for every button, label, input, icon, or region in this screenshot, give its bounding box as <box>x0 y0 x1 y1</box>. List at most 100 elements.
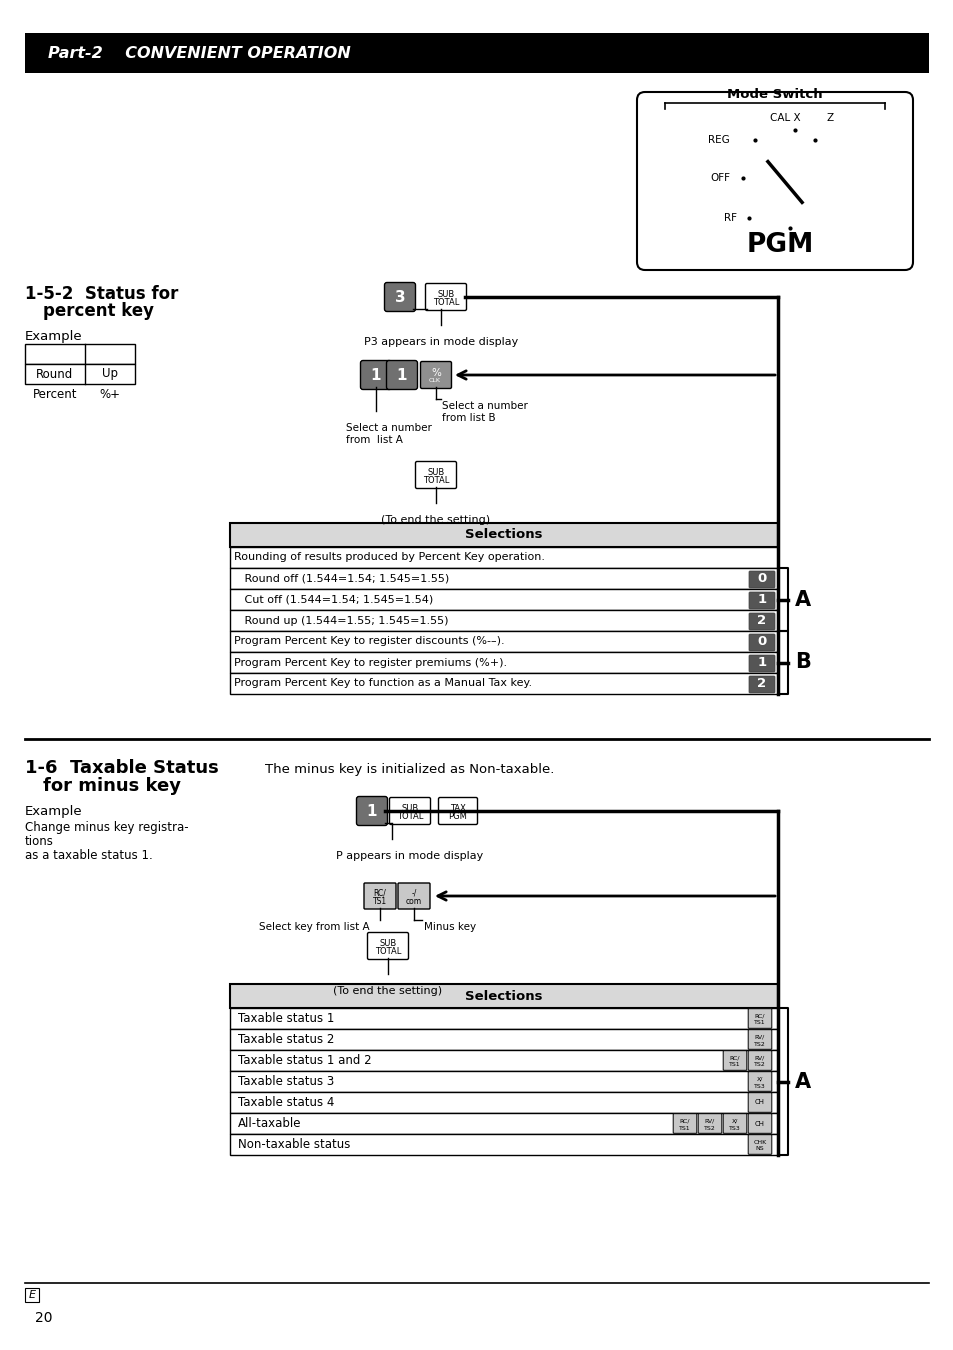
Text: SUB: SUB <box>427 467 444 477</box>
Text: P3 appears in mode display: P3 appears in mode display <box>363 338 517 347</box>
FancyBboxPatch shape <box>367 933 408 960</box>
Text: OFF: OFF <box>709 173 729 184</box>
Text: Z: Z <box>826 113 833 123</box>
Text: CH: CH <box>754 1120 764 1126</box>
Text: 2: 2 <box>757 614 766 626</box>
Text: TS2: TS2 <box>703 1126 715 1130</box>
Bar <box>25 364 135 383</box>
Text: RC/: RC/ <box>679 1119 690 1123</box>
FancyBboxPatch shape <box>747 1030 771 1049</box>
Text: 1: 1 <box>757 656 766 670</box>
Text: Round off (1.544=1.54; 1.545=1.55): Round off (1.544=1.54; 1.545=1.55) <box>233 574 449 583</box>
Text: Select key from list A: Select key from list A <box>259 922 370 931</box>
FancyBboxPatch shape <box>360 360 391 390</box>
Text: Program Percent Key to function as a Manual Tax key.: Program Percent Key to function as a Man… <box>233 679 532 688</box>
Text: 1: 1 <box>366 803 376 818</box>
Text: percent key: percent key <box>43 302 153 320</box>
Text: tions: tions <box>25 836 53 848</box>
Text: Program Percent Key to register premiums (%+).: Program Percent Key to register premiums… <box>233 657 507 667</box>
Text: Program Percent Key to register discounts (%-–).: Program Percent Key to register discount… <box>233 636 504 647</box>
Text: Non-taxable status: Non-taxable status <box>237 1138 350 1152</box>
Circle shape <box>746 144 822 220</box>
FancyBboxPatch shape <box>748 676 774 693</box>
Text: RF: RF <box>723 213 737 223</box>
Text: TS3: TS3 <box>728 1126 740 1130</box>
Text: E: E <box>29 1291 35 1300</box>
FancyBboxPatch shape <box>698 1114 721 1133</box>
Bar <box>230 1071 778 1092</box>
Text: X/: X/ <box>756 1077 762 1081</box>
Text: RC/: RC/ <box>729 1056 740 1061</box>
Bar <box>230 984 778 1008</box>
Text: Selections: Selections <box>465 528 542 541</box>
Text: com: com <box>406 896 421 906</box>
FancyBboxPatch shape <box>747 1050 771 1071</box>
Text: The minus key is initialized as Non-taxable.: The minus key is initialized as Non-taxa… <box>265 763 554 776</box>
Text: Percent: Percent <box>32 387 77 401</box>
Text: 20: 20 <box>35 1311 52 1324</box>
Text: A: A <box>794 590 810 609</box>
Text: Selections: Selections <box>465 990 542 1003</box>
Text: for minus key: for minus key <box>43 778 181 795</box>
Text: Change minus key registra-: Change minus key registra- <box>25 821 189 834</box>
Text: Mode Switch: Mode Switch <box>726 88 821 101</box>
Text: 3: 3 <box>395 289 405 305</box>
Bar <box>230 1112 778 1134</box>
Text: PGM: PGM <box>448 811 467 821</box>
Bar <box>230 589 778 610</box>
Bar <box>230 568 778 589</box>
Bar <box>230 522 778 547</box>
Text: TS1: TS1 <box>754 1021 765 1026</box>
Text: Part-2    CONVENIENT OPERATION: Part-2 CONVENIENT OPERATION <box>48 46 351 61</box>
Text: TS2: TS2 <box>753 1041 765 1046</box>
FancyBboxPatch shape <box>420 362 451 389</box>
Text: RV/: RV/ <box>754 1056 764 1061</box>
Text: P appears in mode display: P appears in mode display <box>336 850 483 861</box>
Text: %: % <box>431 369 440 378</box>
Text: Example: Example <box>25 805 83 818</box>
FancyBboxPatch shape <box>384 282 416 312</box>
Text: REG: REG <box>707 135 729 144</box>
Text: TS1: TS1 <box>679 1126 690 1130</box>
Text: 1: 1 <box>371 367 381 382</box>
Text: CLK: CLK <box>429 378 440 383</box>
FancyBboxPatch shape <box>397 883 430 909</box>
Text: (To end the setting): (To end the setting) <box>381 514 490 525</box>
Text: from list B: from list B <box>441 413 496 423</box>
Text: TAX: TAX <box>450 803 465 813</box>
FancyBboxPatch shape <box>438 798 477 825</box>
Text: X/: X/ <box>731 1119 738 1123</box>
Text: Up: Up <box>102 367 118 381</box>
Text: CH: CH <box>754 1099 764 1106</box>
FancyBboxPatch shape <box>673 1114 696 1133</box>
FancyBboxPatch shape <box>386 360 417 390</box>
Bar <box>230 1092 778 1112</box>
Text: B: B <box>794 652 810 672</box>
Text: as a taxable status 1.: as a taxable status 1. <box>25 849 152 863</box>
Text: Taxable status 1: Taxable status 1 <box>237 1012 334 1025</box>
FancyBboxPatch shape <box>748 634 774 651</box>
Text: CAL X: CAL X <box>769 113 800 123</box>
FancyBboxPatch shape <box>416 462 456 489</box>
Bar <box>230 674 778 694</box>
Text: 1: 1 <box>757 593 766 606</box>
FancyBboxPatch shape <box>747 1135 771 1154</box>
Text: 0: 0 <box>757 634 766 648</box>
Text: A: A <box>794 1072 810 1092</box>
Text: TS1: TS1 <box>728 1062 740 1068</box>
Text: Cut off (1.544=1.54; 1.545=1.54): Cut off (1.544=1.54; 1.545=1.54) <box>233 594 433 605</box>
FancyBboxPatch shape <box>356 796 387 825</box>
Text: Round up (1.544=1.55; 1.545=1.55): Round up (1.544=1.55; 1.545=1.55) <box>233 616 448 625</box>
Text: SUB: SUB <box>379 938 396 948</box>
Text: RC/: RC/ <box>754 1014 764 1019</box>
Text: TS2: TS2 <box>753 1062 765 1068</box>
Text: SUB: SUB <box>401 803 418 813</box>
Text: TOTAL: TOTAL <box>433 298 458 306</box>
Bar <box>25 344 135 364</box>
Text: TOTAL: TOTAL <box>396 811 423 821</box>
Bar <box>230 652 778 674</box>
Text: TS1: TS1 <box>373 896 387 906</box>
Bar <box>25 32 928 73</box>
FancyBboxPatch shape <box>389 798 430 825</box>
FancyBboxPatch shape <box>722 1114 746 1133</box>
